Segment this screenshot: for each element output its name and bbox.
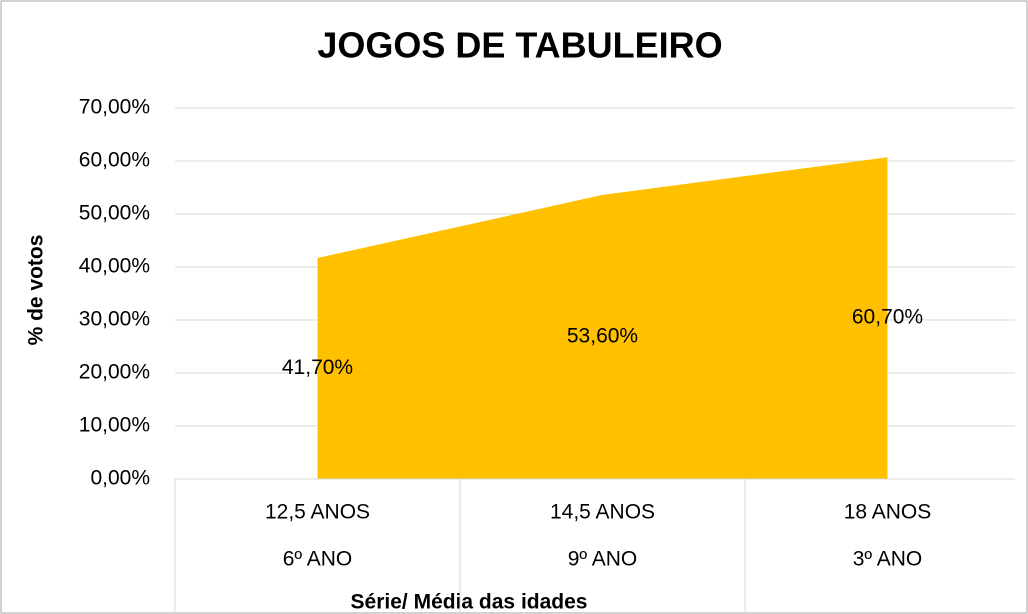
data-label: 60,70% [852, 306, 923, 329]
x-group-label: 3º ANO [853, 548, 923, 571]
x-tick-label: 12,5 ANOS [265, 501, 370, 524]
data-label: 41,70% [282, 356, 353, 379]
x-group-label: 6º ANO [283, 548, 353, 571]
y-tick-label: 60,00% [79, 149, 150, 172]
y-tick-label: 10,00% [79, 414, 150, 437]
y-tick-label: 20,00% [79, 361, 150, 384]
area [317, 157, 888, 480]
y-tick-label: 0,00% [90, 467, 150, 490]
y-tick-label: 30,00% [79, 308, 150, 331]
x-group-label: 9º ANO [568, 548, 638, 571]
y-tick-label: 70,00% [79, 96, 150, 119]
chart-title: JOGOS DE TABULEIRO [317, 25, 722, 66]
y-axis-title: % de votos [25, 235, 48, 346]
x-tick-label: 18 ANOS [844, 501, 932, 524]
y-tick-label: 50,00% [79, 202, 150, 225]
x-axis-title: Série/ Média das idades [351, 591, 588, 614]
y-tick-label: 40,00% [79, 255, 150, 278]
data-label: 53,60% [567, 325, 638, 348]
x-tick-label: 14,5 ANOS [550, 501, 655, 524]
